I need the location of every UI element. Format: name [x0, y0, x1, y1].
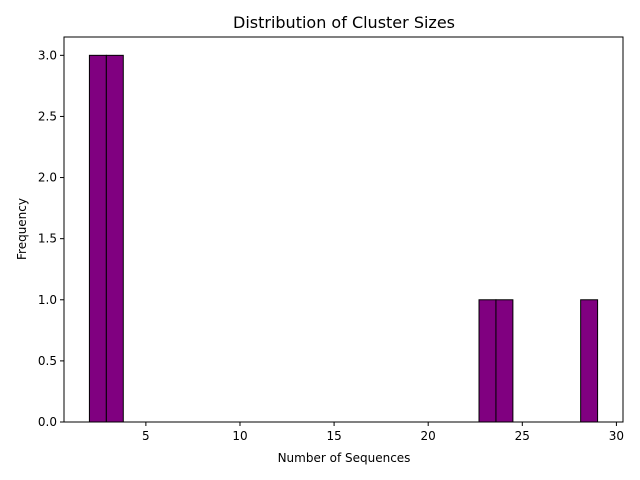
y-axis-label: Frequency	[15, 198, 29, 260]
x-tick-label: 15	[326, 429, 341, 443]
histogram-bar-3	[478, 299, 497, 423]
y-tick-label: 2.5	[38, 109, 57, 123]
bars-group	[88, 54, 599, 423]
x-tick-label: 30	[609, 429, 624, 443]
x-tick-label: 25	[515, 429, 530, 443]
y-tick-label: 0.5	[38, 354, 57, 368]
y-tick-label: 0.0	[38, 415, 57, 429]
x-tick-label: 20	[421, 429, 436, 443]
histogram-bar-5	[580, 299, 599, 423]
histogram-bar-2	[105, 54, 124, 423]
histogram-bar-1	[88, 54, 107, 423]
y-tick-label: 2.0	[38, 171, 57, 185]
y-tick-label: 1.5	[38, 232, 57, 246]
chart-title: Distribution of Cluster Sizes	[233, 13, 455, 32]
plot-frame	[63, 36, 624, 423]
y-axis-ticks: 0.0 0.5 1.0 1.5 2.0 2.5 3.0	[38, 48, 64, 429]
y-tick-label: 3.0	[38, 48, 57, 62]
x-axis-ticks: 5 10 15 20 25 30	[142, 422, 624, 443]
x-axis-label: Number of Sequences	[278, 451, 411, 465]
histogram-bar-4	[495, 299, 514, 423]
x-tick-label: 5	[142, 429, 150, 443]
x-tick-label: 10	[232, 429, 247, 443]
y-tick-label: 1.0	[38, 293, 57, 307]
